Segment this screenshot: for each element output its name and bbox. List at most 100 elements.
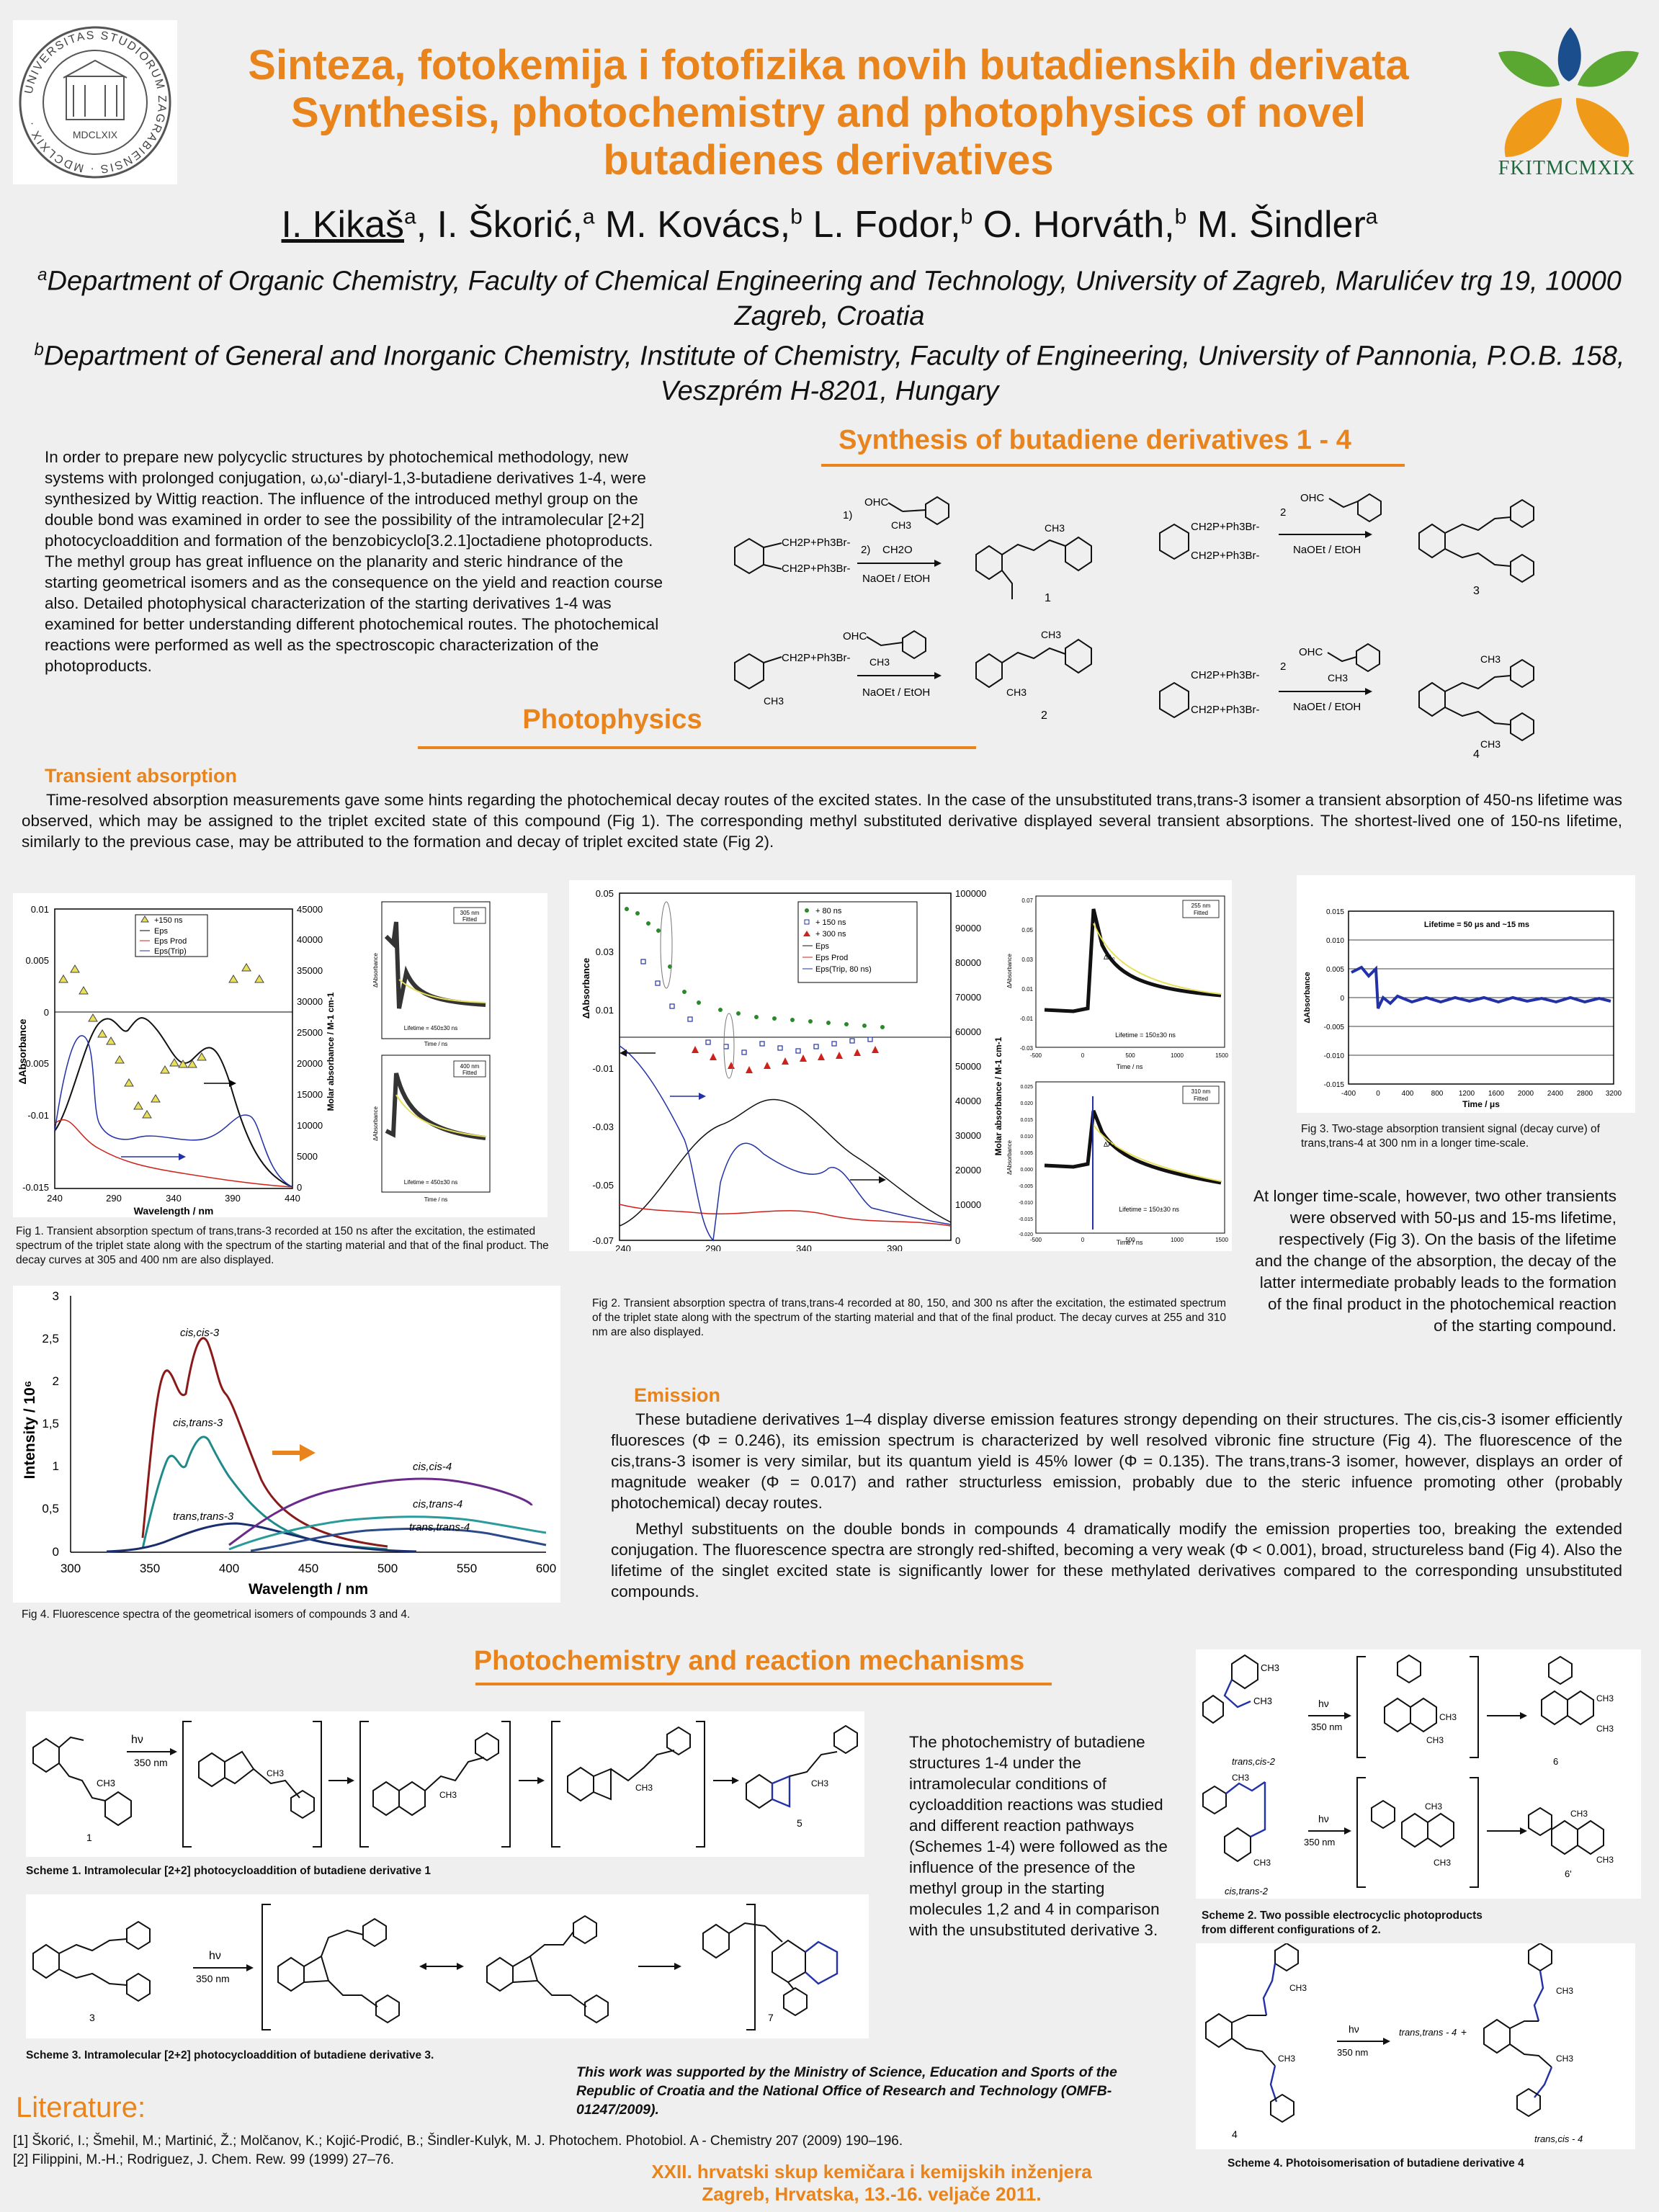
- svg-text:CH2P+Ph3Br-: CH2P+Ph3Br-: [1191, 550, 1259, 562]
- svg-text:+ 300 ns: + 300 ns: [815, 930, 846, 939]
- figure-1-caption: Fig 1. Transient absorption spectum of t…: [16, 1225, 549, 1266]
- svg-text:5000: 5000: [297, 1151, 318, 1162]
- svg-text:800: 800: [1431, 1090, 1444, 1098]
- svg-text:CH3: CH3: [764, 695, 784, 707]
- scheme-3: 3 hν 350 nm 7: [26, 1894, 869, 2038]
- svg-text:6': 6': [1565, 1868, 1572, 1879]
- svg-text:Wavelength / nm: Wavelength / nm: [249, 1581, 368, 1598]
- svg-text:cis,cis-4: cis,cis-4: [413, 1461, 452, 1473]
- svg-text:CH3: CH3: [1278, 2054, 1295, 2064]
- svg-text:CH3: CH3: [1480, 738, 1501, 750]
- svg-text:cis,trans-4: cis,trans-4: [413, 1498, 462, 1510]
- svg-text:1200: 1200: [1459, 1090, 1475, 1098]
- svg-text:0.020: 0.020: [1020, 1101, 1033, 1106]
- scheme-3-caption: Scheme 3. Intramolecular [2+2] photocycl…: [26, 2049, 434, 2061]
- svg-text:390: 390: [887, 1243, 903, 1251]
- svg-text:80000: 80000: [955, 957, 981, 968]
- svg-text:-0.010: -0.010: [1324, 1052, 1345, 1060]
- svg-text:CH3: CH3: [1570, 1809, 1588, 1819]
- svg-text:340: 340: [796, 1243, 812, 1251]
- svg-text:0: 0: [1081, 1237, 1085, 1243]
- svg-text:35000: 35000: [297, 965, 323, 976]
- svg-text:60000: 60000: [955, 1026, 981, 1037]
- figure-3-text: At longer time-scale, however, two other…: [1253, 1187, 1616, 1335]
- svg-text:4: 4: [1232, 2128, 1238, 2140]
- svg-text:-0.020: -0.020: [1019, 1232, 1033, 1237]
- svg-text:CH3: CH3: [1232, 1773, 1249, 1783]
- svg-text:CH2P+Ph3Br-: CH2P+Ph3Br-: [1191, 669, 1259, 681]
- scheme-1: CH3 1 hν 350 nm CH3 CH3 CH3 CH3 5: [26, 1711, 864, 1857]
- literature-ref-1: [1] Škorić, I.; Šmehil, M.; Martinić, Ž.…: [13, 2133, 903, 2149]
- footer-line-1: XXII. hrvatski skup kemičara i kemijskih…: [651, 2161, 1092, 2182]
- svg-text:CH3: CH3: [97, 1778, 115, 1788]
- svg-text:CH3: CH3: [1289, 1983, 1307, 1993]
- svg-text:100000: 100000: [955, 888, 986, 899]
- svg-text:+150 ns: +150 ns: [154, 916, 183, 925]
- svg-text:0.015: 0.015: [1020, 1118, 1033, 1123]
- svg-text:3: 3: [1473, 585, 1480, 597]
- svg-text:hν: hν: [1318, 1813, 1329, 1824]
- figure-4: 3 2,5 2 1,5 1 0,5 0 300 350 400 450 500 …: [13, 1286, 560, 1603]
- svg-text:CH2P+Ph3Br-: CH2P+Ph3Br-: [782, 652, 850, 664]
- faculty-logo-text: FKITMCMXIX: [1498, 157, 1636, 179]
- svg-text:2: 2: [53, 1374, 59, 1388]
- svg-text:ΔA₀: ΔA₀: [1104, 954, 1115, 961]
- svg-text:0: 0: [1340, 995, 1344, 1003]
- svg-text:CH3: CH3: [439, 1790, 457, 1800]
- svg-text:CH3: CH3: [267, 1768, 284, 1778]
- figure-3-caption: Fig 3. Two-stage absorption transient si…: [1301, 1123, 1600, 1150]
- svg-text:Eps Prod: Eps Prod: [815, 954, 848, 962]
- svg-text:Molar absorbance / M-1 cm-1: Molar absorbance / M-1 cm-1: [993, 1036, 1003, 1155]
- svg-text:25000: 25000: [297, 1027, 323, 1038]
- svg-text:Time / μs: Time / μs: [1462, 1099, 1500, 1109]
- svg-text:CH3: CH3: [1596, 1693, 1614, 1703]
- figure-2: 0.05 0.03 0.01 -0.01 -0.03 -0.05 -0.07 1…: [569, 880, 1232, 1254]
- svg-text:OHC: OHC: [843, 630, 867, 642]
- svg-text:350 nm: 350 nm: [1337, 2047, 1368, 2058]
- authors: I. Kikaša, I. Škorić,a M. Kovács,b L. Fo…: [281, 204, 1378, 246]
- svg-text:600: 600: [536, 1562, 556, 1575]
- svg-text:ΔAbsorbance: ΔAbsorbance: [372, 1106, 379, 1141]
- funding-note: This work was supported by the Ministry …: [576, 2064, 1117, 2118]
- svg-text:Lifetime = 450±30 ns: Lifetime = 450±30 ns: [404, 1025, 457, 1031]
- svg-text:40000: 40000: [297, 934, 323, 945]
- emission-heading: Emission: [634, 1384, 721, 1406]
- svg-text:CH3: CH3: [1596, 1855, 1614, 1865]
- svg-text:NaOEt / EtOH: NaOEt / EtOH: [862, 573, 930, 585]
- svg-text:1: 1: [53, 1459, 59, 1473]
- svg-text:NaOEt / EtOH: NaOEt / EtOH: [862, 686, 930, 699]
- svg-text:-0.005: -0.005: [1019, 1184, 1033, 1189]
- photophysics-rule: [418, 746, 976, 749]
- svg-text:0.01: 0.01: [31, 904, 49, 915]
- svg-text:ΔAbsorbance: ΔAbsorbance: [1303, 972, 1312, 1023]
- svg-text:Fitted: Fitted: [462, 916, 477, 923]
- photophysics-heading: Photophysics: [522, 704, 702, 735]
- svg-text:CH3: CH3: [1045, 522, 1065, 534]
- svg-text:CH3: CH3: [1041, 629, 1061, 640]
- synthesis-rule: [821, 464, 1405, 467]
- svg-text:0.015: 0.015: [1326, 908, 1344, 916]
- svg-text:Lifetime = 450±30 ns: Lifetime = 450±30 ns: [404, 1179, 457, 1186]
- scheme-4: CH3 CH3 4 hν 350 nm trans,trans - 4 + CH…: [1196, 1942, 1635, 2149]
- svg-text:trans,cis - 4: trans,cis - 4: [1534, 2133, 1583, 2144]
- synthesis-heading: Synthesis of butadiene derivatives 1 - 4: [839, 425, 1351, 455]
- svg-text:0: 0: [53, 1545, 59, 1559]
- svg-text:5: 5: [797, 1817, 802, 1829]
- svg-text:Eps(Trip, 80 ns): Eps(Trip, 80 ns): [815, 965, 872, 974]
- transient-heading: Transient absorption: [45, 765, 238, 787]
- scheme-2: CH3 CH3 trans,cis-2 hν 350 nm CH3 CH3 CH…: [1196, 1649, 1641, 1899]
- synthesis-scheme: CH2P+Ph3Br- CH2P+Ph3Br- 1) OHC CH3 2) CH…: [710, 475, 1646, 764]
- svg-text:3: 3: [53, 1289, 59, 1303]
- svg-text:15000: 15000: [297, 1089, 323, 1100]
- svg-text:3200: 3200: [1606, 1090, 1622, 1098]
- svg-text:1): 1): [843, 509, 852, 521]
- svg-text:340: 340: [166, 1193, 182, 1204]
- svg-text:trans,trans-4: trans,trans-4: [409, 1521, 470, 1533]
- emission-paragraph-1: These butadiene derivatives 1–4 display …: [611, 1410, 1622, 1512]
- svg-text:CH3: CH3: [1426, 1735, 1444, 1745]
- svg-text:Time / ns: Time / ns: [424, 1196, 448, 1203]
- svg-text:0: 0: [1081, 1052, 1085, 1059]
- svg-text:Time / ns: Time / ns: [1117, 1063, 1143, 1070]
- svg-text:90000: 90000: [955, 923, 981, 933]
- svg-text:240: 240: [615, 1243, 631, 1251]
